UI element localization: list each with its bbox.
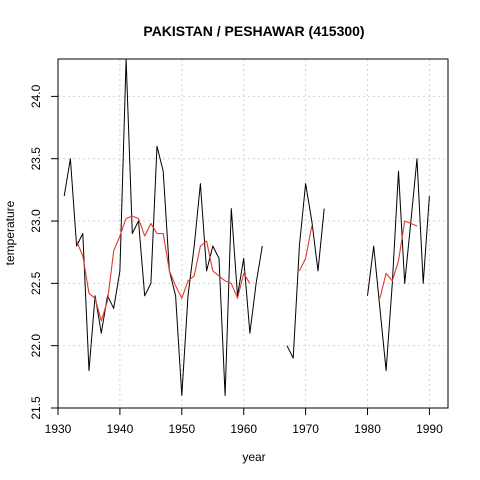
- annual-series-line: [63, 58, 263, 396]
- y-axis-label: temperature: [3, 200, 17, 265]
- smoothed-series-line: [298, 225, 313, 272]
- y-tick-label: 23.5: [29, 147, 43, 171]
- x-tick-label: 1950: [168, 422, 195, 436]
- series-lines: [63, 58, 430, 396]
- x-tick-label: 1960: [230, 422, 257, 436]
- x-axis: 1930 1940 1950 1960 1970 1980 1990: [45, 408, 443, 436]
- y-tick-label: 21.5: [29, 396, 43, 420]
- chart-title: PAKISTAN / PESHAWAR (415300): [143, 23, 364, 39]
- y-tick-label: 22.0: [29, 334, 43, 358]
- x-tick-label: 1940: [107, 422, 134, 436]
- annual-series-line: [367, 158, 430, 372]
- x-tick-label: 1990: [416, 422, 443, 436]
- plot-frame: [57, 58, 449, 409]
- x-tick-label: 1970: [292, 422, 319, 436]
- y-tick-label: 23.0: [29, 209, 43, 233]
- x-tick-label: 1980: [354, 422, 381, 436]
- x-axis-label: year: [242, 450, 265, 464]
- annual-series-line: [286, 183, 325, 359]
- y-axis: 21.5 22.0 22.5 23.0 23.5 24.0: [29, 84, 58, 420]
- y-tick-label: 22.5: [29, 271, 43, 295]
- y-tick-label: 24.0: [29, 84, 43, 108]
- smoothed-series-line: [76, 215, 251, 322]
- grid-lines: [57, 59, 448, 409]
- x-tick-label: 1930: [45, 422, 72, 436]
- smoothed-series-line: [379, 220, 418, 299]
